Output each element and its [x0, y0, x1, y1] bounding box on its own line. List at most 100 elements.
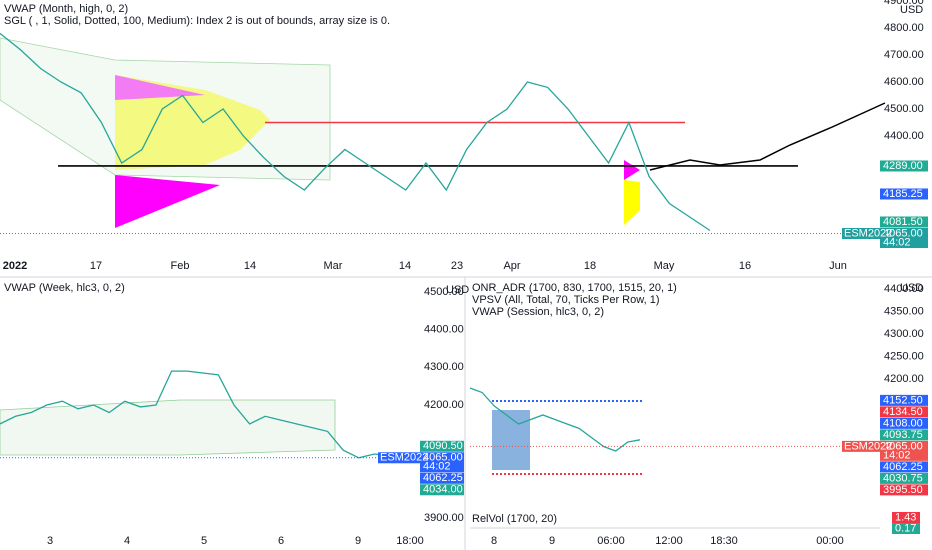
- x-tick-label: 18:30: [710, 535, 738, 547]
- sub-pane-tag: 1.43: [892, 511, 920, 523]
- x-tick-label: May: [654, 260, 675, 272]
- volume-profile: [624, 160, 640, 180]
- indicator-legend: SGL ( , 1, Solid, Dotted, 100, Medium): …: [4, 15, 390, 27]
- x-tick-label: 06:00: [597, 535, 625, 547]
- x-tick-label: 9: [549, 535, 555, 547]
- volume-profile: [624, 180, 640, 225]
- countdown: 14:02: [883, 449, 911, 461]
- y-tick-label: 4500.00: [884, 103, 924, 115]
- price-tag: 4062.25: [420, 472, 464, 484]
- price-tag-bg: [420, 472, 464, 484]
- indicator-legend: VWAP (Month, high, 0, 2): [4, 3, 128, 15]
- y-tick-label: 4600.00: [884, 76, 924, 88]
- symbol-tag: ESM2022: [842, 227, 892, 239]
- price-line: [0, 370, 391, 459]
- x-tick-label: 18:00: [396, 535, 424, 547]
- sub-pane-tag-bg: [892, 512, 920, 523]
- price-tag-bg: [880, 188, 928, 200]
- x-tick-label: Feb: [171, 260, 190, 272]
- vwap-band: [0, 399, 336, 456]
- price-tag-label: 4185.25: [883, 188, 923, 200]
- price-tag-bg: [880, 417, 928, 429]
- price-tag-label: 4030.75: [883, 472, 923, 484]
- y-tick-label: 4300.00: [424, 361, 464, 373]
- volume-profile: [492, 410, 530, 470]
- price-tag-label: 4152.50: [883, 394, 923, 406]
- price-tag-bg: [880, 461, 928, 473]
- price-tag-bg: [420, 452, 464, 473]
- indicator-legend: VWAP (Week, hlc3, 0, 2): [4, 282, 125, 294]
- price-tag: 4062.25: [880, 461, 928, 473]
- price-tag-bg: [880, 216, 928, 228]
- y-tick-label: 4200.00: [884, 373, 924, 385]
- price-tag-label: 4081.50: [883, 216, 923, 228]
- x-tick-label: 16: [739, 260, 751, 272]
- price-tag: 4030.75: [880, 472, 928, 484]
- x-tick-label: 2022: [3, 260, 27, 272]
- x-tick-label: 14: [244, 260, 256, 272]
- y-tick-label: 4500.00: [424, 286, 464, 298]
- price-tag-label: 3995.50: [883, 484, 923, 496]
- price-tag-label: 4108.00: [883, 417, 923, 429]
- y-tick-label: 4300.00: [884, 328, 924, 340]
- projection: [649, 102, 886, 171]
- x-tick-label: Mar: [324, 260, 343, 272]
- price-tag-bg: [880, 472, 928, 484]
- x-tick-label: 14: [399, 260, 411, 272]
- price-line: [469, 387, 641, 452]
- symbol-tag-bg: [842, 227, 886, 239]
- currency: USD: [900, 4, 923, 16]
- x-tick-label: 5: [201, 535, 207, 547]
- price-tag-label: 4093.75: [883, 429, 923, 441]
- x-tick-label: 18: [584, 260, 596, 272]
- price-tag-bg: [880, 227, 928, 248]
- x-tick-label: 12:00: [655, 535, 683, 547]
- price-tag-bg: [880, 429, 928, 441]
- price-tag: 4090.50: [420, 440, 464, 452]
- x-tick-label: 17: [90, 260, 102, 272]
- price-tag-label: 4090.50: [423, 440, 463, 452]
- indicator-legend: VPSV (All, Total, 70, Ticks Per Row, 1): [472, 294, 659, 306]
- y-tick-label: 3900.00: [424, 512, 464, 524]
- indicator-legend: VWAP (Session, hlc3, 0, 2): [472, 306, 604, 318]
- price-tag-label: 4065.00: [883, 227, 923, 239]
- x-tick-label: 00:00: [816, 535, 844, 547]
- price-tag-label: 4289.00: [883, 160, 923, 172]
- price-tag: 4093.75: [880, 429, 928, 441]
- y-tick-label: 4350.00: [884, 305, 924, 317]
- sub-pane-tag-label: 0.17: [895, 522, 916, 534]
- currency: USD: [900, 282, 923, 294]
- symbol-tag-label: ESM2022: [844, 227, 892, 239]
- price-tag-label: 4134.50: [883, 406, 923, 418]
- symbol-tag: ESM2022: [378, 452, 428, 464]
- currency: USD: [446, 284, 469, 296]
- y-tick-label: 4250.00: [884, 350, 924, 362]
- sub-pane-title: RelVol (1700, 20): [472, 513, 557, 525]
- x-tick-label: 8: [491, 535, 497, 547]
- price-tag: 3995.50: [880, 484, 928, 496]
- y-tick-label: 4400.00: [424, 324, 464, 336]
- x-tick-label: 4: [124, 535, 130, 547]
- sub-pane-tag-label: 1.43: [895, 511, 916, 523]
- price-tag-bg: [880, 440, 928, 461]
- price-tag: 4108.00: [880, 417, 928, 429]
- price-tag-label: 4034.00: [423, 484, 463, 496]
- price-tag-label: 4065.00: [423, 452, 463, 464]
- x-tick-label: Apr: [503, 260, 520, 272]
- price-tag: 4185.25: [880, 188, 928, 200]
- countdown: 44:02: [423, 461, 451, 473]
- symbol-tag-bg: [378, 452, 422, 464]
- price-tag-bg: [880, 484, 928, 496]
- price-tag-bg: [420, 484, 464, 496]
- price-tag: 4289.00: [880, 160, 928, 172]
- symbol-tag-label: ESM2022: [844, 440, 892, 452]
- volume-profile: [115, 75, 220, 228]
- price-tag-label: 4062.25: [423, 472, 463, 484]
- price-tag: 4034.00: [420, 484, 464, 496]
- x-tick-label: Jun: [829, 260, 847, 272]
- sub-pane-tag-bg: [892, 523, 920, 534]
- price-tag-label: 4062.25: [883, 461, 923, 473]
- y-tick-label: 4800.00: [884, 22, 924, 34]
- indicator-legend: ONR_ADR (1700, 830, 1700, 1515, 20, 1): [472, 282, 677, 294]
